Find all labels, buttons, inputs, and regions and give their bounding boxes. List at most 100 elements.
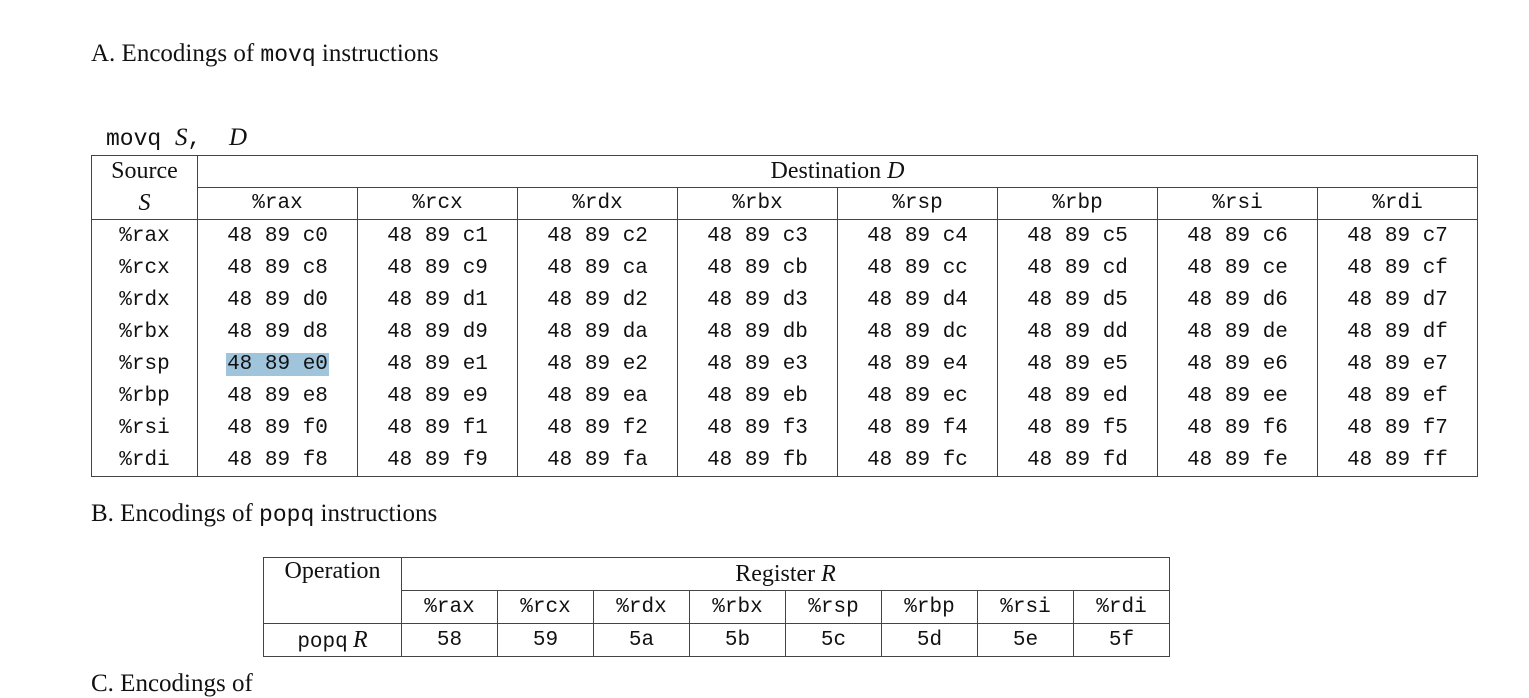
encoding-cell: 48 89 f4 [837, 412, 998, 444]
encoding-value: 48 89 ef [1347, 384, 1448, 408]
heading-text: A. Encodings of [91, 40, 261, 67]
encoding-cell: 48 89 fd [997, 444, 1158, 477]
encoding-cell: 48 89 d5 [997, 284, 1158, 316]
encoding-value: 48 89 db [707, 320, 808, 344]
syntax-source: S [175, 124, 188, 151]
encoding-cell: 5c [785, 623, 882, 657]
encoding-value: 48 89 c9 [387, 256, 488, 280]
encoding-cell: 58 [401, 623, 498, 657]
encoding-cell: 48 89 fc [837, 444, 998, 477]
op-mnemonic: popq [297, 630, 348, 654]
encoding-cell: 48 89 c0 [197, 219, 358, 252]
encoding-value: 48 89 e8 [227, 384, 328, 408]
encoding-cell: 48 89 d1 [357, 284, 518, 316]
encoding-value: 48 89 e9 [387, 384, 488, 408]
encoding-cell: 48 89 e2 [517, 348, 678, 380]
encoding-cell: 48 89 d2 [517, 284, 678, 316]
encoding-cell: 48 89 ce [1157, 252, 1318, 284]
encoding-cell: 48 89 eb [677, 380, 838, 412]
encoding-cell: 48 89 c8 [197, 252, 358, 284]
encoding-cell: 48 89 fa [517, 444, 678, 477]
syntax-separator: , [187, 126, 202, 152]
encoding-cell: 48 89 e5 [997, 348, 1158, 380]
destination-symbol: D [887, 158, 905, 184]
source-symbol: S [91, 187, 198, 220]
encoding-value: 48 89 e6 [1187, 352, 1288, 376]
source-register: %rdx [91, 284, 198, 316]
encoding-value: 48 89 cd [1027, 256, 1128, 280]
encoding-value: 48 89 f1 [387, 416, 488, 440]
encoding-value: 48 89 ea [547, 384, 648, 408]
encoding-cell: 48 89 dc [837, 316, 998, 348]
encoding-value: 48 89 d0 [227, 288, 328, 312]
source-register: %rbp [91, 380, 198, 412]
source-register: %rbx [91, 316, 198, 348]
encoding-cell: 48 89 fe [1157, 444, 1318, 477]
encoding-cell: 48 89 e4 [837, 348, 998, 380]
encoding-value: 48 89 f9 [387, 448, 488, 472]
encoding-cell: 48 89 d8 [197, 316, 358, 348]
heading-mnemonic: movq [260, 42, 316, 68]
encoding-value: 48 89 da [547, 320, 648, 344]
encoding-value: 48 89 e2 [547, 352, 648, 376]
encoding-cell: 48 89 e9 [357, 380, 518, 412]
encoding-value: 48 89 fb [707, 448, 808, 472]
encoding-cell: 48 89 f3 [677, 412, 838, 444]
encoding-value: 48 89 f0 [227, 416, 328, 440]
encoding-cell: 48 89 cd [997, 252, 1158, 284]
encoding-value: 48 89 d9 [387, 320, 488, 344]
encoding-value: 48 89 ed [1027, 384, 1128, 408]
register-column-header: %rax [401, 590, 498, 624]
encoding-cell: 48 89 c9 [357, 252, 518, 284]
encoding-cell: 48 89 e0 [197, 348, 358, 380]
encoding-value: 48 89 cf [1347, 256, 1448, 280]
source-register: %rcx [91, 252, 198, 284]
encoding-cell: 48 89 ec [837, 380, 998, 412]
encoding-value: 48 89 f6 [1187, 416, 1288, 440]
destination-header: Destination D [197, 155, 1478, 188]
table-row: %rdx 48 89 d0 48 89 d1 48 89 d2 48 89 d3 48 8… [91, 284, 1478, 316]
encoding-value: 48 89 f7 [1347, 416, 1448, 440]
dest-column-header: %rsp [837, 187, 998, 220]
encoding-cell: 59 [497, 623, 594, 657]
table-row: %rax 48 89 c0 48 89 c1 48 89 c2 48 89 c3 48 8… [91, 219, 1478, 252]
encoding-cell: 48 89 db [677, 316, 838, 348]
encoding-value: 48 89 d1 [387, 288, 488, 312]
encoding-cell: 48 89 c5 [997, 219, 1158, 252]
register-column-header: %rsi [977, 590, 1074, 624]
section-a-heading: A. Encodings of movq instructions [91, 40, 439, 68]
encoding-value: 48 89 fd [1027, 448, 1128, 472]
register-header: Register R [400, 557, 1171, 591]
encoding-cell: 48 89 f0 [197, 412, 358, 444]
encoding-value: 48 89 c2 [547, 224, 648, 248]
register-column-header: %rsp [785, 590, 882, 624]
encoding-value: 48 89 d4 [867, 288, 968, 312]
register-column-header: %rdx [593, 590, 690, 624]
encoding-cell: 48 89 c1 [357, 219, 518, 252]
encoding-value: 48 89 e7 [1347, 352, 1448, 376]
popq-operation: popq R [263, 623, 402, 657]
encoding-value: 48 89 c1 [387, 224, 488, 248]
source-symbol-text: S [138, 189, 151, 216]
encoding-value: 48 89 c8 [227, 256, 328, 280]
encoding-value: 48 89 cb [707, 256, 808, 280]
heading-text: B. Encodings of [91, 500, 260, 527]
op-symbol: R [353, 626, 368, 653]
encoding-cell: 5e [977, 623, 1074, 657]
encoding-value: 48 89 ff [1347, 448, 1448, 472]
encoding-cell: 48 89 d7 [1317, 284, 1478, 316]
dest-column-header: %rax [197, 187, 358, 220]
encoding-cell: 48 89 e3 [677, 348, 838, 380]
movq-encoding-table: Source Destination D S %rax %rcx %rdx %rbx%… [91, 155, 1478, 477]
encoding-cell: 48 89 f2 [517, 412, 678, 444]
encoding-value: 48 89 ce [1187, 256, 1288, 280]
dest-column-header: %rdx [517, 187, 678, 220]
encoding-value: 48 89 eb [707, 384, 808, 408]
encoding-cell: 48 89 f8 [197, 444, 358, 477]
encoding-value: 48 89 de [1187, 320, 1288, 344]
dest-column-header: %rbx [677, 187, 838, 220]
encoding-cell: 48 89 cc [837, 252, 998, 284]
register-column-header: %rbx [689, 590, 786, 624]
encoding-cell: 48 89 ee [1157, 380, 1318, 412]
encoding-cell: 48 89 c2 [517, 219, 678, 252]
